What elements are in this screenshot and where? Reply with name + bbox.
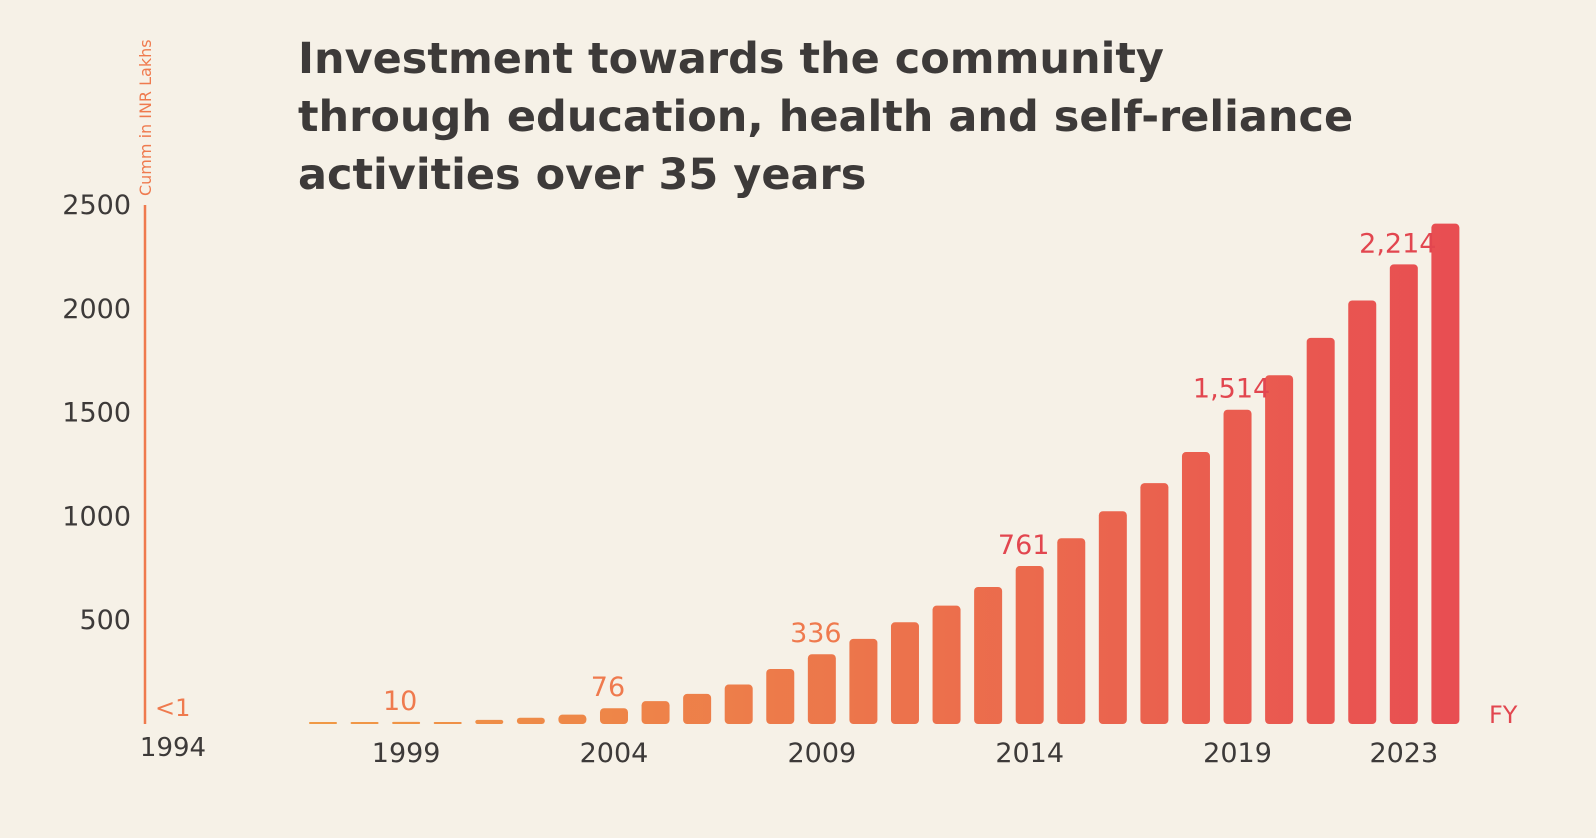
bar: [1431, 223, 1460, 724]
bar: [433, 722, 462, 724]
bar: [475, 719, 504, 724]
bar: [1223, 409, 1252, 724]
x-tick-label: 2023: [1369, 738, 1438, 769]
bar: [516, 717, 545, 724]
x-tick-label: 1994: [140, 733, 206, 763]
bar: [1015, 566, 1044, 724]
y-axis-label: Cumm in INR Lakhs: [136, 39, 155, 196]
bar: [932, 605, 961, 724]
bar: [1098, 511, 1127, 724]
x-tick-label: 1999: [372, 738, 441, 769]
chart-title: Investment towards the community through…: [298, 34, 1354, 200]
y-tick-label: 500: [79, 605, 131, 636]
bar: [1181, 452, 1210, 724]
data-label: 336: [790, 618, 842, 649]
bar: [1057, 538, 1086, 724]
bar: [849, 638, 878, 724]
bar: [766, 668, 795, 724]
data-label: 761: [998, 530, 1050, 561]
bar: [392, 721, 421, 724]
bar: [1389, 264, 1418, 724]
bar: [807, 654, 836, 724]
data-label: 76: [591, 672, 625, 703]
data-label: 2,214: [1359, 228, 1436, 259]
bar: [1265, 375, 1294, 724]
data-label: 10: [383, 686, 417, 717]
bar: [558, 714, 587, 724]
x-tick-label: 2004: [580, 738, 649, 769]
y-tick-label: 2500: [62, 190, 131, 221]
x-tick-label: 2019: [1203, 738, 1272, 769]
bar: [599, 708, 628, 724]
data-label: 1,514: [1193, 374, 1270, 405]
bar: [974, 586, 1003, 724]
bar: [350, 722, 379, 724]
y-tick-label: 1000: [62, 501, 131, 532]
bar: [683, 693, 712, 724]
bar: [1348, 300, 1377, 724]
data-label: <1: [155, 694, 190, 722]
bar: [1306, 337, 1335, 724]
bar: [641, 701, 670, 724]
bar: [309, 722, 337, 724]
x-tick-label: 2014: [995, 738, 1064, 769]
bar: [724, 684, 753, 724]
y-tick-label: 1500: [62, 398, 131, 429]
x-axis-label: FY: [1489, 701, 1518, 729]
x-tick-label: 2009: [787, 738, 856, 769]
bar: [890, 622, 919, 724]
bar: [1140, 483, 1169, 724]
y-tick-label: 2000: [62, 294, 131, 325]
